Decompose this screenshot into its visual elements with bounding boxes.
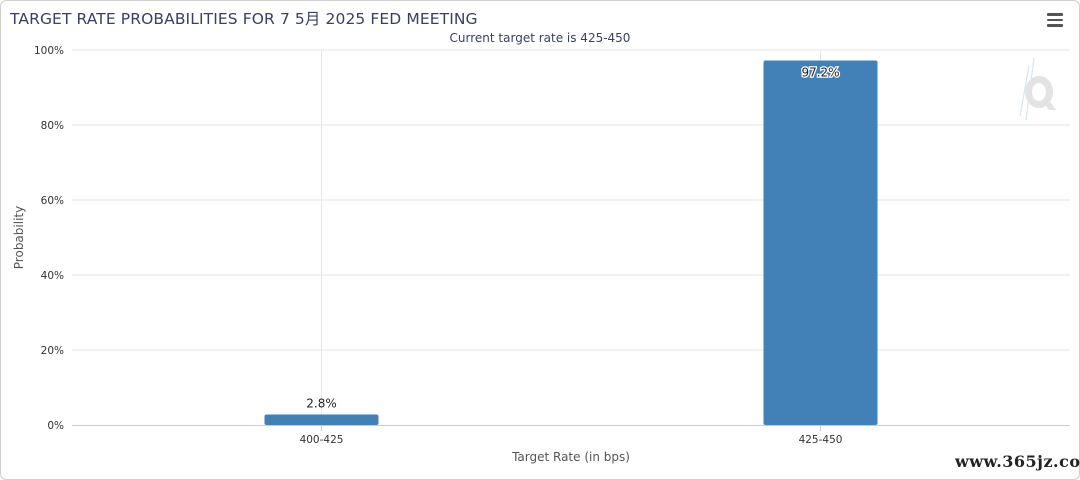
- x-axis-title: Target Rate (in bps): [511, 450, 630, 464]
- y-tick-label: 0%: [47, 420, 64, 432]
- cme-q-logo-icon: [1019, 57, 1056, 121]
- site-watermark: www.365jz.com: [955, 452, 1080, 471]
- chart-subtitle: Current target rate is 425-450: [449, 31, 631, 45]
- y-tick-label: 40%: [41, 270, 64, 282]
- y-tick-label: 20%: [41, 345, 64, 357]
- y-tick-label: 60%: [41, 195, 64, 207]
- y-tick-label: 100%: [34, 45, 64, 57]
- data-label: 97.2%: [801, 66, 839, 80]
- y-axis-ticks: 0% 20% 40% 60% 80% 100%: [34, 45, 64, 432]
- bar-425-450[interactable]: [763, 60, 878, 426]
- x-tick-label: 425-450: [799, 434, 843, 446]
- y-tick-label: 80%: [41, 120, 64, 132]
- gridlines: [72, 49, 1070, 425]
- x-axis-ticks: 400-425 425-450: [300, 425, 843, 446]
- bars: 2.8% 97.2%: [264, 60, 878, 426]
- x-tick-label: 400-425: [300, 434, 344, 446]
- y-axis-title: Probability: [12, 206, 26, 269]
- bar-400-425[interactable]: [264, 414, 379, 426]
- data-label: 2.8%: [306, 397, 337, 411]
- chart-title: TARGET RATE PROBABILITIES FOR 7 5月 2025 …: [10, 10, 478, 28]
- hamburger-menu-icon[interactable]: [1047, 13, 1063, 27]
